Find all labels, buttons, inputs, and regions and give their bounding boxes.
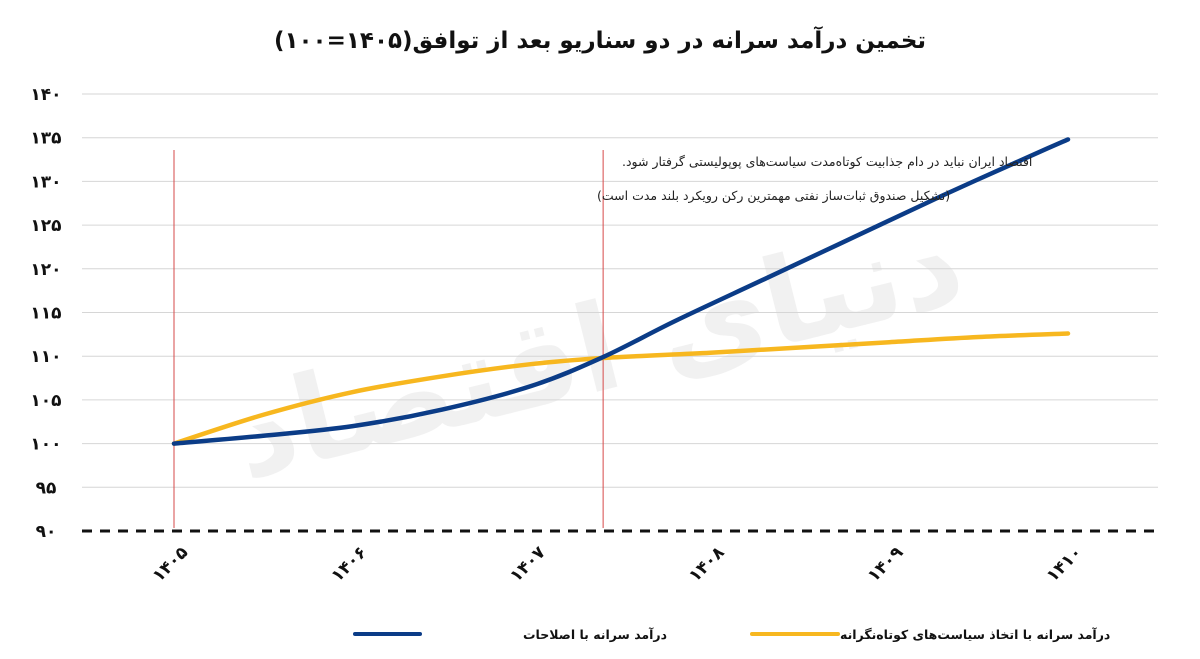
x-axis: ۱۴۰۵ ۱۴۰۶ ۱۴۰۷ ۱۴۰۸ ۱۴۰۹ ۱۴۱۰ xyxy=(149,542,1086,586)
y-axis: ۹۰ ۹۵ ۱۰۰ ۱۰۵ ۱۱۰ ۱۱۵ ۱۲۰ ۱۲۵ ۱۳۰ ۱۳۵ ۱۴۰ xyxy=(30,85,61,542)
x-tick-label: ۱۴۰۸ xyxy=(685,542,729,586)
annotation-line-1: اقتصاد ایران نباید در دام جذابیت کوتاه‌م… xyxy=(622,154,1032,170)
x-tick-label: ۱۴۰۶ xyxy=(328,543,371,586)
y-tick-label: ۱۳۰ xyxy=(30,172,61,192)
x-tick-label: ۱۴۰۵ xyxy=(149,543,192,586)
y-tick-label: ۱۰۵ xyxy=(30,391,61,411)
y-tick-label: ۱۱۰ xyxy=(30,347,61,367)
annotation-line-2: (تشکیل صندوق ثبات‌ساز نفتی مهمترین رکن ر… xyxy=(597,188,950,204)
watermark: دنیای اقتصاد xyxy=(219,192,976,507)
vertical-markers xyxy=(173,150,604,528)
x-tick-label: ۱۴۰۷ xyxy=(506,542,550,586)
legend-item-short-term-label: درآمد سرانه با اتخاذ سیاست‌های کوتاه‌نگر… xyxy=(840,627,1110,642)
y-tick-label: ۱۲۰ xyxy=(30,260,61,280)
legend: درآمد سرانه با اتخاذ سیاست‌های کوتاه‌نگر… xyxy=(353,627,1110,642)
gridlines xyxy=(82,93,1158,533)
x-tick-label: ۱۴۱۰ xyxy=(1043,543,1086,586)
y-tick-label: ۹۵ xyxy=(36,478,57,498)
y-tick-label: ۱۰۰ xyxy=(30,435,61,455)
y-tick-label: ۱۱۵ xyxy=(30,304,61,324)
series-lines xyxy=(171,137,1071,446)
chart-title: تخمین درآمد سرانه در دو سناریو بعد از تو… xyxy=(274,25,926,54)
x-tick-label: ۱۴۰۹ xyxy=(864,542,908,586)
y-tick-label: ۱۴۰ xyxy=(30,85,61,105)
y-tick-label: ۹۰ xyxy=(36,522,57,542)
series-line-reforms xyxy=(171,137,1071,446)
legend-item-reforms-label: درآمد سرانه با اصلاحات xyxy=(523,627,667,642)
y-tick-label: ۱۳۵ xyxy=(30,129,61,149)
y-tick-label: ۱۲۵ xyxy=(30,216,61,236)
